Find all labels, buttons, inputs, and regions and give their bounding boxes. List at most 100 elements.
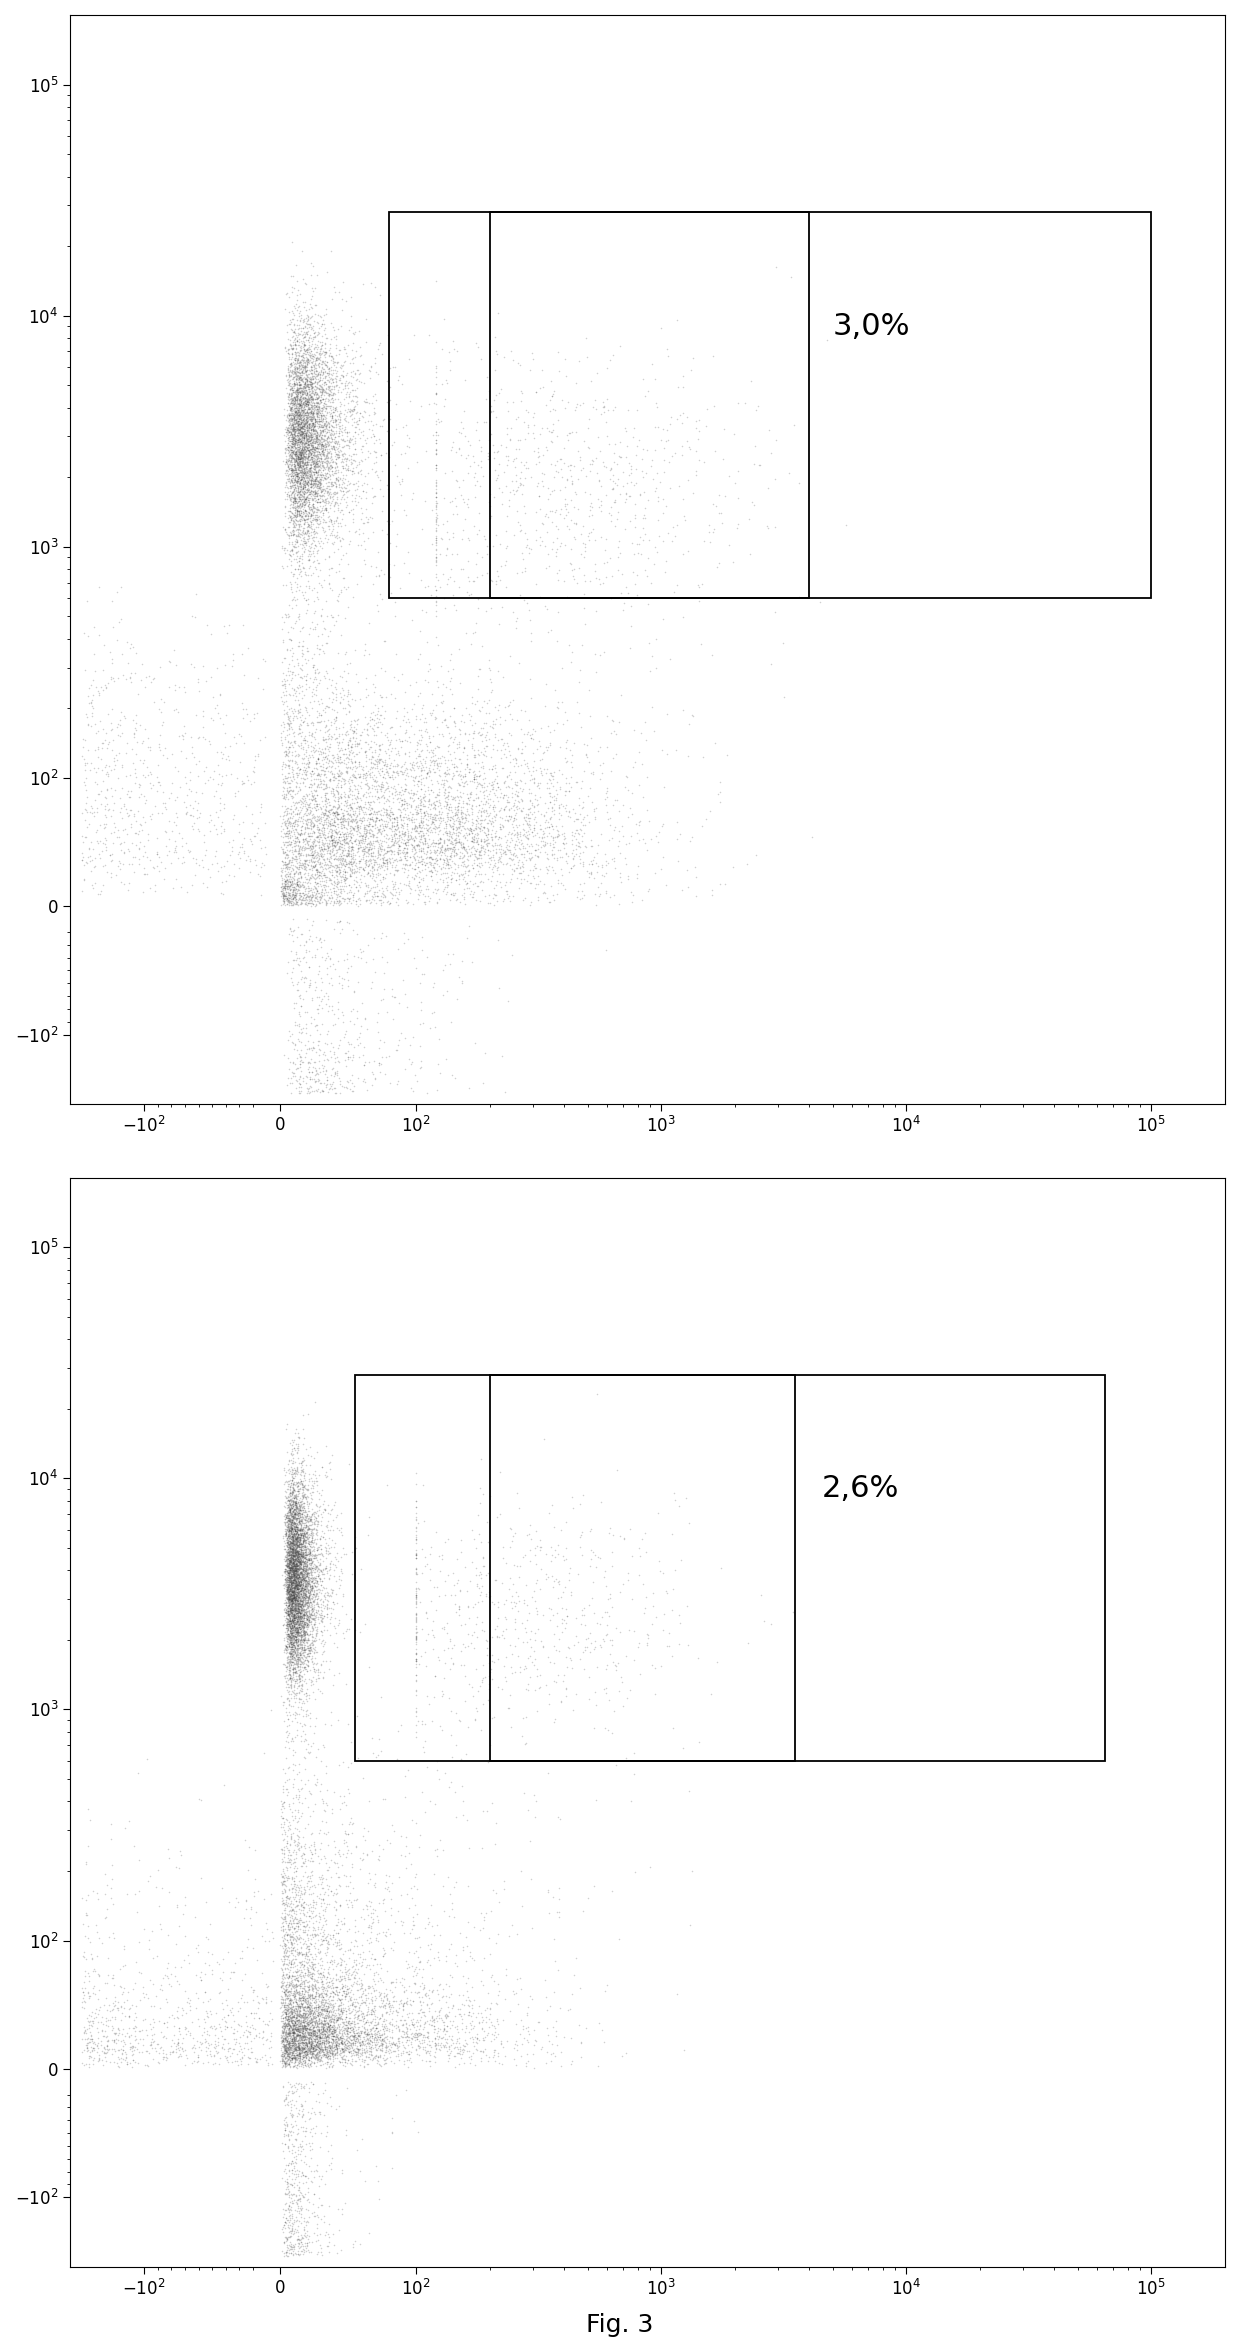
Point xyxy=(242,827,262,864)
Point xyxy=(556,789,575,827)
Point xyxy=(294,413,314,451)
Point xyxy=(283,1522,303,1560)
Point xyxy=(399,862,419,900)
Point xyxy=(288,1609,308,1647)
Point xyxy=(281,1515,301,1553)
Point xyxy=(630,477,650,514)
Point xyxy=(403,836,423,874)
Point xyxy=(293,2013,312,2051)
Point xyxy=(286,568,306,606)
Point xyxy=(422,813,441,850)
Point xyxy=(296,738,316,775)
Point xyxy=(280,1548,300,1586)
Point xyxy=(291,1769,311,1806)
Point xyxy=(345,2025,365,2062)
Point xyxy=(329,2001,348,2039)
Point xyxy=(207,843,227,881)
Point xyxy=(377,1976,397,2013)
Point xyxy=(278,1672,298,1710)
Point xyxy=(625,496,645,533)
Point xyxy=(327,864,347,902)
Point xyxy=(317,404,337,442)
Point xyxy=(288,1534,308,1571)
Point xyxy=(291,1503,311,1541)
Point xyxy=(347,2030,367,2067)
Point xyxy=(284,1503,304,1541)
Point xyxy=(309,1658,329,1696)
Point xyxy=(257,1980,277,2018)
Point xyxy=(295,573,315,611)
Point xyxy=(357,2020,377,2058)
Point xyxy=(288,399,308,437)
Point xyxy=(304,1867,324,1905)
Point xyxy=(374,2041,394,2079)
Point xyxy=(678,460,698,498)
Point xyxy=(299,883,319,921)
Point xyxy=(310,444,330,482)
Point xyxy=(605,425,625,463)
Point xyxy=(464,759,484,796)
Point xyxy=(505,782,525,820)
Point xyxy=(306,1651,326,1689)
Point xyxy=(284,1546,304,1583)
Point xyxy=(312,402,332,439)
Point xyxy=(295,439,315,477)
Point xyxy=(226,2020,246,2058)
Point xyxy=(317,1062,337,1099)
Point xyxy=(283,439,303,477)
Point xyxy=(281,1557,301,1595)
Point xyxy=(303,373,322,411)
Point xyxy=(272,1795,291,1832)
Point xyxy=(341,853,361,890)
Point xyxy=(283,1583,303,1621)
Point xyxy=(413,1532,433,1569)
Point xyxy=(403,1983,423,2020)
Point xyxy=(298,435,317,472)
Point xyxy=(306,465,326,503)
Point xyxy=(526,836,546,874)
Point xyxy=(295,1954,315,1992)
Point xyxy=(278,803,298,841)
Point xyxy=(337,834,357,871)
Point xyxy=(382,2001,402,2039)
Point xyxy=(303,357,322,395)
Point xyxy=(596,773,616,810)
Point xyxy=(299,785,319,822)
Point xyxy=(358,834,378,871)
Point xyxy=(285,1536,305,1574)
Point xyxy=(434,2004,454,2041)
Point xyxy=(443,813,463,850)
Point xyxy=(312,2025,332,2062)
Point xyxy=(304,1884,324,1921)
Point xyxy=(427,810,446,848)
Point xyxy=(296,886,316,923)
Point xyxy=(544,1628,564,1665)
Point xyxy=(308,1997,327,2034)
Point xyxy=(321,2032,341,2069)
Point xyxy=(298,1607,317,1644)
Point xyxy=(341,2013,361,2051)
Point xyxy=(289,1541,309,1579)
Point xyxy=(441,634,461,672)
Point xyxy=(311,763,331,801)
Point xyxy=(275,1990,295,2027)
Point xyxy=(280,848,300,886)
Point xyxy=(552,756,572,794)
Point xyxy=(309,390,329,428)
Point xyxy=(391,768,410,806)
Point xyxy=(274,1893,294,1931)
Point xyxy=(339,385,358,423)
Point xyxy=(294,2210,314,2248)
Point xyxy=(299,1525,319,1562)
Point xyxy=(498,1689,518,1727)
Point xyxy=(285,1496,305,1534)
Point xyxy=(319,660,339,698)
Point xyxy=(322,388,342,425)
Point xyxy=(310,1860,330,1898)
Point xyxy=(299,2074,319,2112)
Point xyxy=(249,1999,269,2037)
Point xyxy=(180,761,200,799)
Point xyxy=(281,2020,301,2058)
Point xyxy=(474,808,494,846)
Point xyxy=(290,439,310,477)
